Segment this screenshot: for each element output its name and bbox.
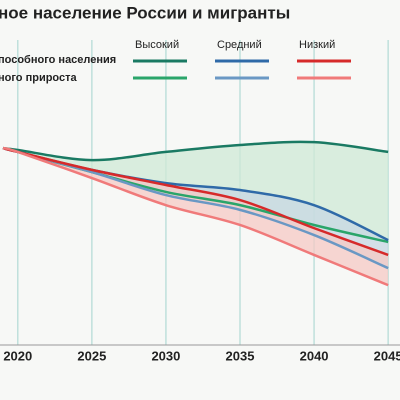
legend-row-label: ного прироста (0, 72, 77, 84)
chart-title: ное население России и мигранты (0, 3, 290, 22)
x-tick-label: 2025 (77, 348, 106, 363)
legend-label: Средний (217, 39, 262, 51)
line (2, 146, 389, 287)
band (2, 148, 389, 269)
legend-label: Высокий (135, 39, 179, 51)
line (2, 140, 389, 162)
x-tick-label: 2040 (300, 348, 329, 363)
legend-label: Низкий (299, 39, 335, 51)
x-tick-label: 2045 (374, 348, 400, 363)
legend-row-label: пособного населения (0, 54, 116, 66)
x-tick-label: 2020 (3, 348, 32, 363)
x-tick-label: 2030 (151, 348, 180, 363)
x-tick-label: 2035 (226, 348, 255, 363)
